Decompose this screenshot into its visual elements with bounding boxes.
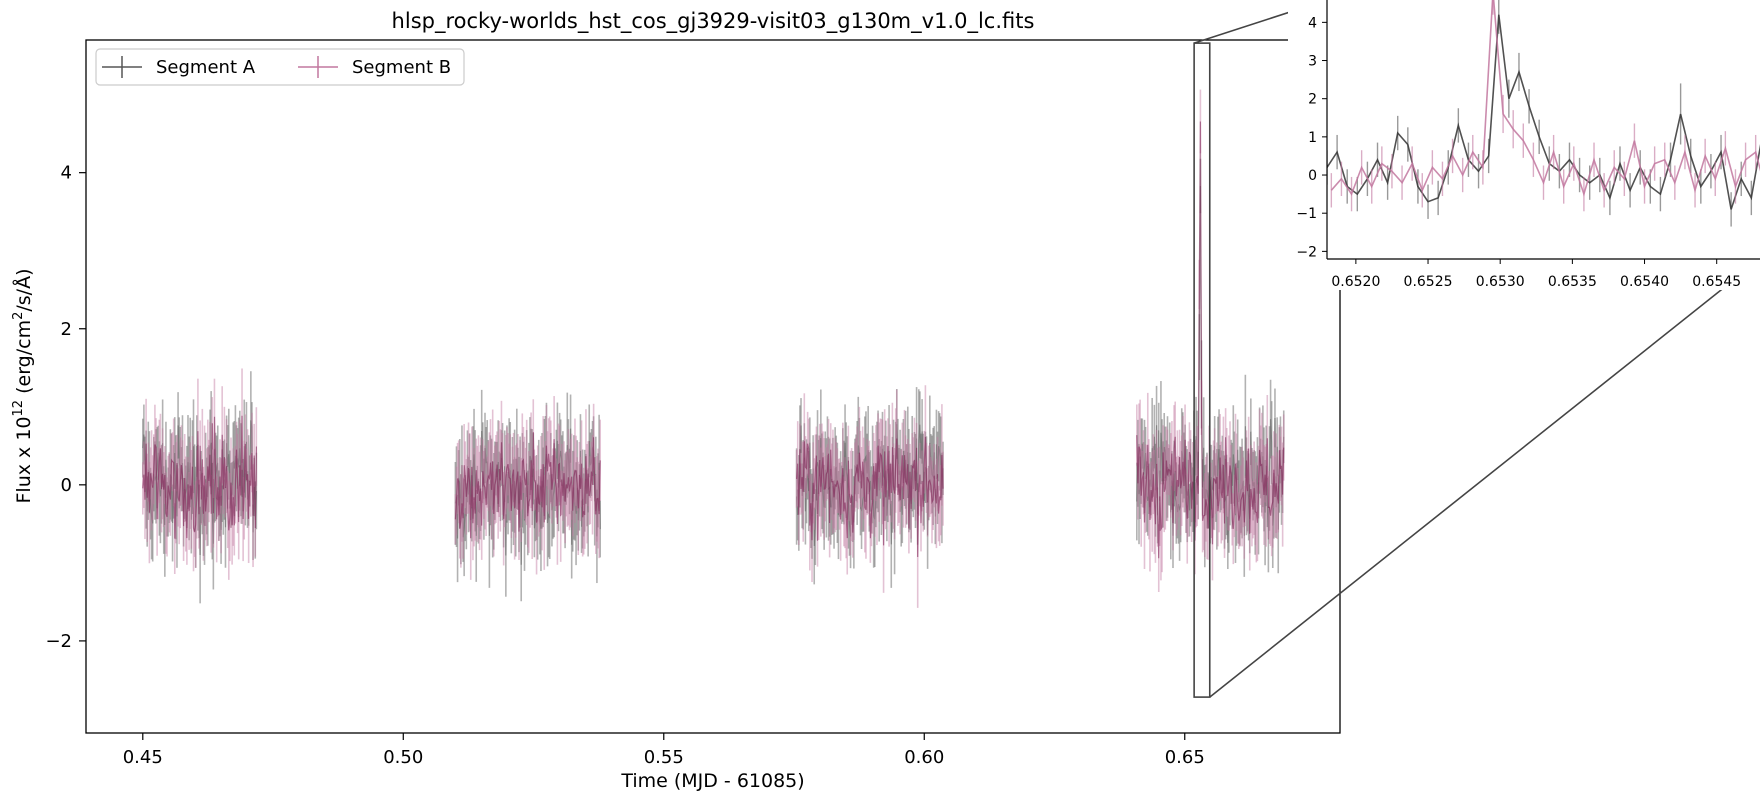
inset-y-tick-label: 1: [1308, 130, 1317, 146]
series-segment-b: [141, 89, 1285, 608]
inset-y-tick-label: 3: [1308, 54, 1317, 70]
main-plot-frame: [85, 39, 1341, 734]
inset-x-tick-label: 0.6525: [1404, 274, 1453, 290]
inset-y-tick-label: 0: [1308, 168, 1317, 184]
legend-label-segment-a: Segment A: [156, 57, 256, 78]
main-x-axis: 0.45 0.50 0.55 0.60 0.65: [123, 733, 1205, 768]
zoom-box: [1193, 42, 1211, 698]
inset-x-tick-label: 0.6530: [1476, 274, 1525, 290]
inset-x-tick-label: 0.6520: [1331, 274, 1380, 290]
flux-line: [454, 432, 601, 539]
zoom-connector-bottom: [1209, 258, 1760, 698]
flux-line: [142, 415, 257, 539]
main-data-layer: [141, 89, 1285, 608]
legend-item-segment-a: Segment A: [102, 56, 256, 78]
inset-series-segment-b: [1330, 0, 1760, 212]
y-tick-label: −2: [45, 631, 72, 652]
chart-title: hlsp_rocky-worlds_hst_cos_gj3929-visit03…: [392, 9, 1035, 34]
inset-x-tick-label: 0.6540: [1620, 274, 1669, 290]
x-tick-label: 0.65: [1165, 747, 1205, 768]
inset-axes: −2 −1 0 1 2 3 4 0.6520 0.6525 0.6530 0.6535 0.6540 0…: [1296, 0, 1760, 290]
inset-background: [1288, 0, 1760, 290]
inset-y-tick-label: 2: [1308, 92, 1317, 108]
legend-frame: [95, 48, 465, 86]
y-axis-label: Flux x 1012 (erg/cm2/s/Å): [11, 269, 35, 504]
x-tick-label: 0.45: [123, 747, 163, 768]
y-tick-label: 4: [61, 163, 72, 184]
inset-flux-line: [1327, 14, 1760, 210]
inset-y-tick-label: 4: [1308, 15, 1317, 31]
y-tick-label: 0: [61, 475, 72, 496]
inset-y-tick-label: −1: [1296, 206, 1317, 222]
inset-x-tick-label: 0.6545: [1692, 274, 1741, 290]
legend-item-segment-b: Segment B: [298, 56, 451, 78]
x-axis-label: Time (MJD - 61085): [620, 770, 804, 792]
x-tick-label: 0.55: [644, 747, 684, 768]
legend: Segment A Segment B: [95, 48, 465, 86]
inset-flux-line: [1330, 0, 1760, 197]
inset-y-tick-label: −2: [1296, 244, 1317, 260]
x-tick-label: 0.50: [383, 747, 423, 768]
x-tick-label: 0.60: [904, 747, 944, 768]
inset-data-layer: [1327, 0, 1760, 227]
main-y-axis: −2 0 2 4: [45, 163, 86, 652]
flux-line: [796, 436, 944, 558]
inset-x-tick-label: 0.6535: [1548, 274, 1597, 290]
main-plot-background: [86, 40, 1340, 733]
legend-label-segment-b: Segment B: [352, 57, 451, 78]
y-tick-label: 2: [61, 319, 72, 340]
